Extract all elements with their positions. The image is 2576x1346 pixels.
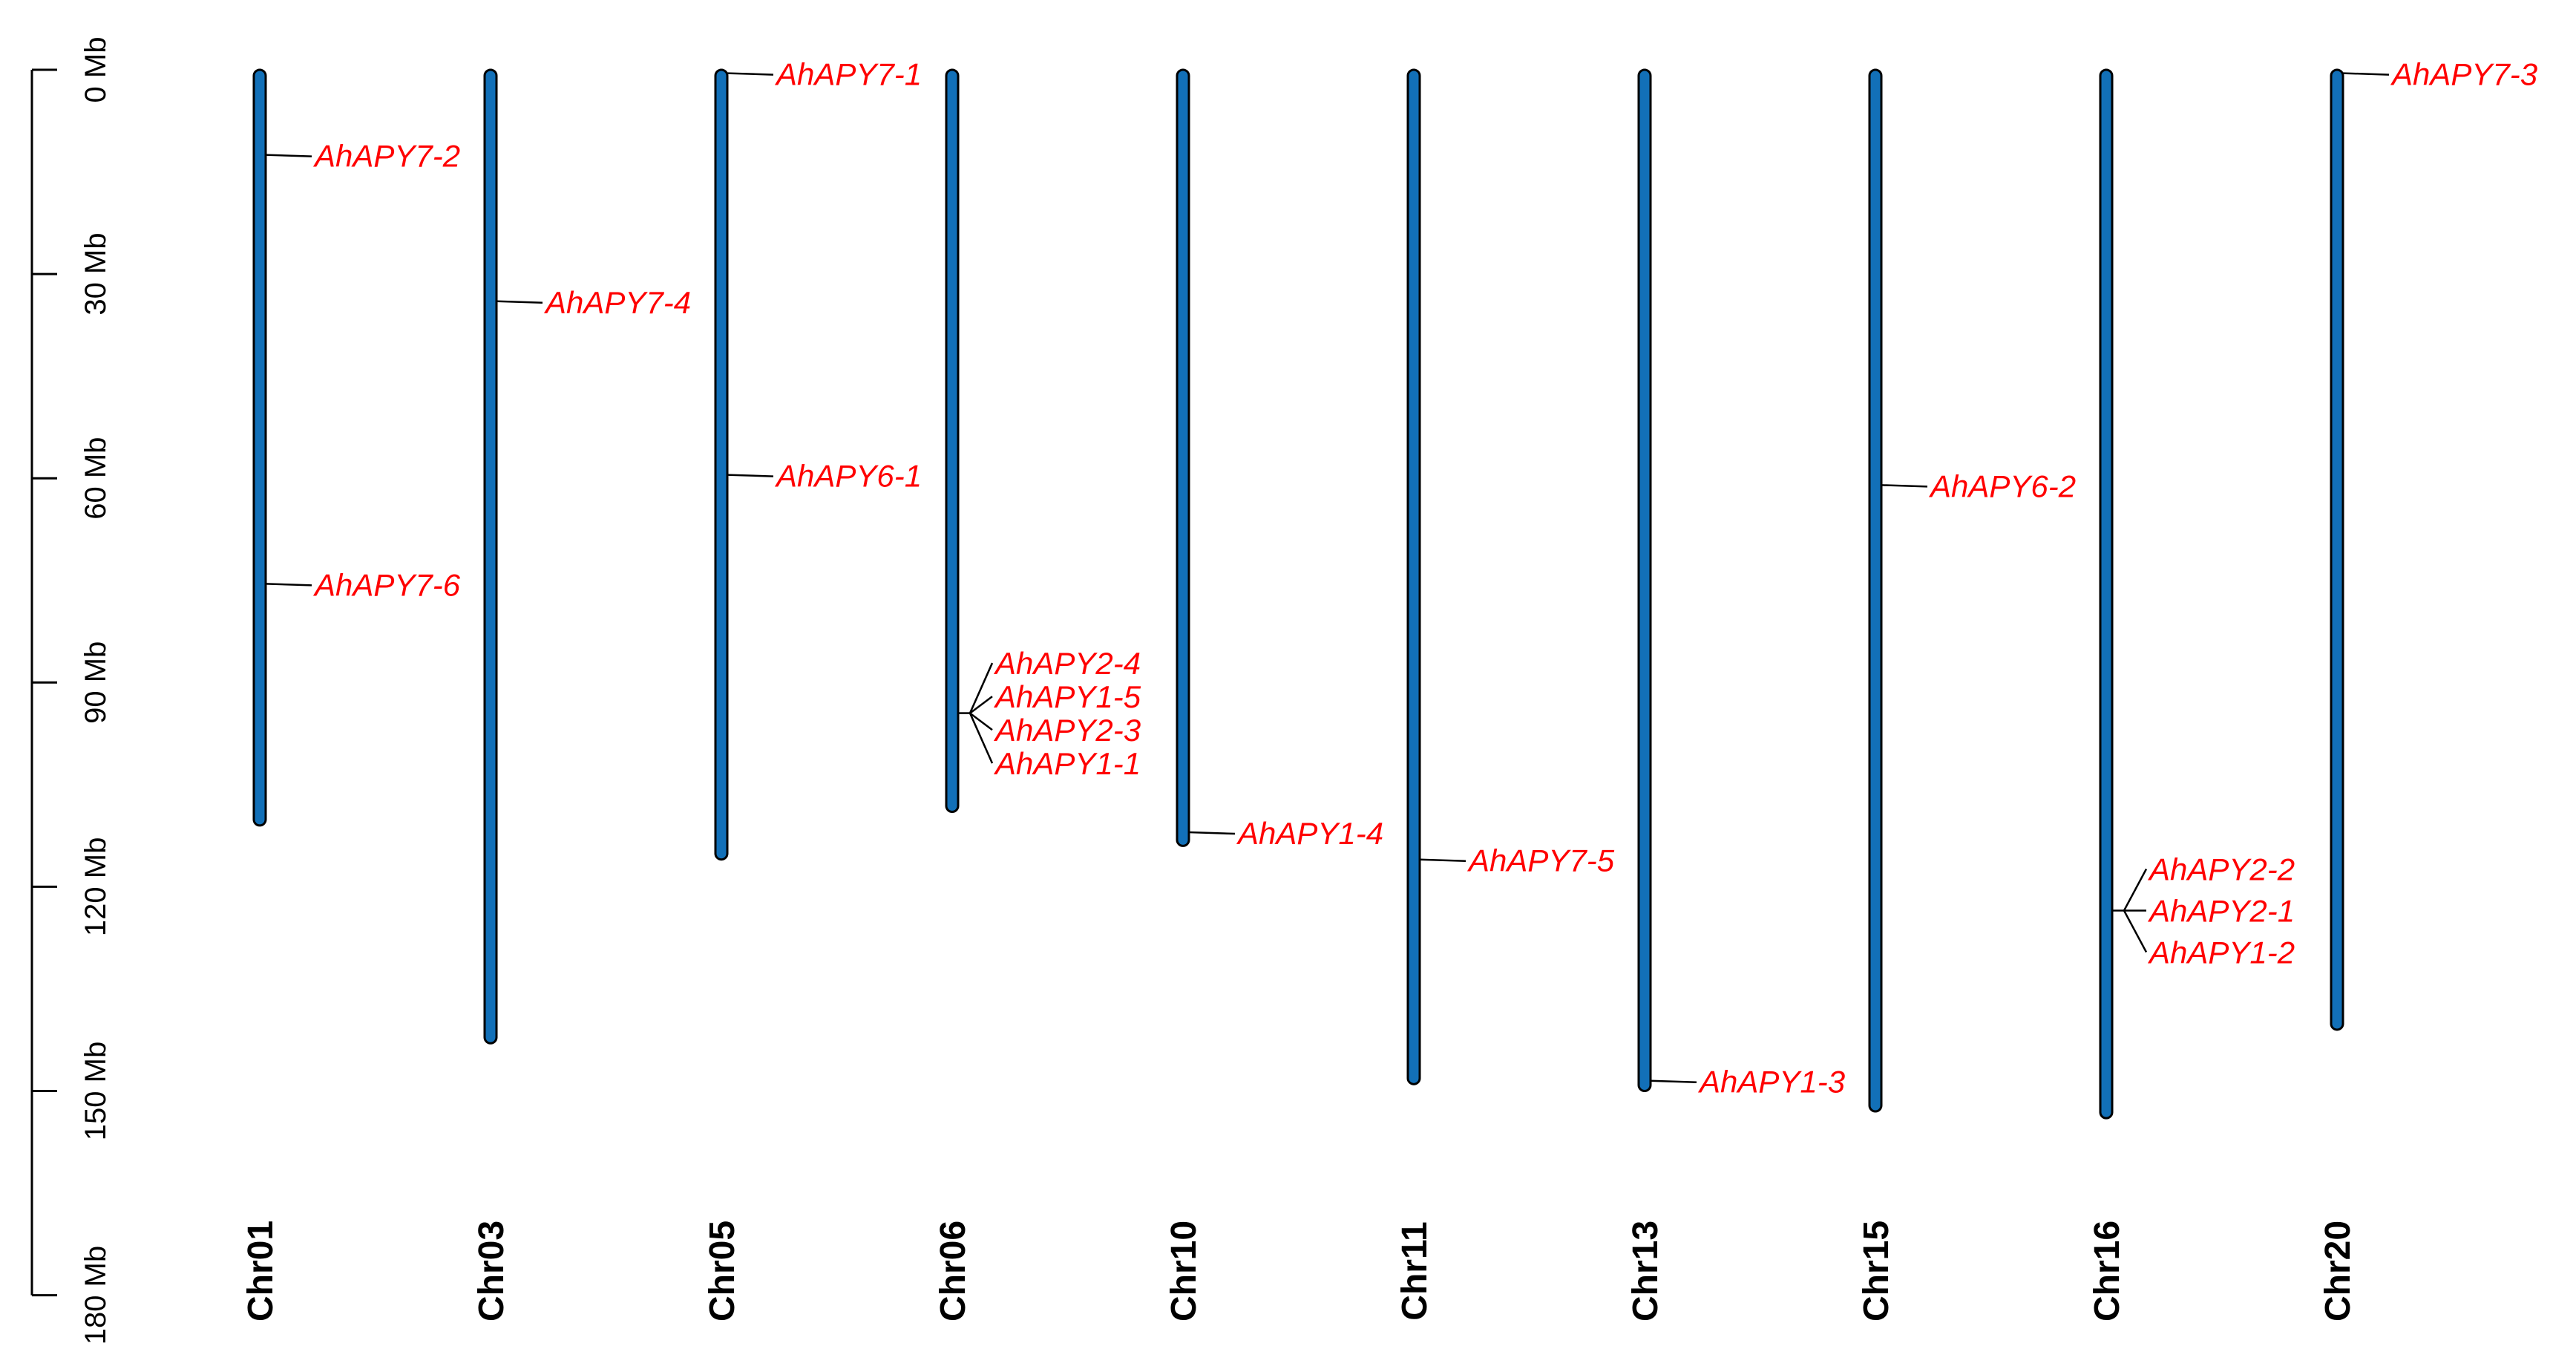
chromosome-bar (1637, 68, 1652, 1092)
gene-leader-line (969, 713, 994, 764)
gene-label: AhAPY7-5 (1466, 843, 1615, 878)
chromosome-bar (2330, 68, 2344, 1031)
chromosome-label: Chr01 (241, 1221, 281, 1322)
gene-label: AhAPY7-1 (774, 57, 922, 92)
chromosome-bar (252, 68, 267, 827)
gene-leader-line (2342, 72, 2390, 76)
gene-label: AhAPY1-5 (993, 679, 1141, 714)
gene-leader-line (2123, 909, 2148, 953)
chromosome-bar (1868, 68, 1883, 1113)
scale-tick-label: 180 Mb (79, 1246, 112, 1345)
gene-leader-line (265, 154, 312, 157)
gene-leader-line (265, 583, 312, 587)
gene-leader-line (969, 662, 994, 714)
scale-tick-label: 90 Mb (79, 641, 112, 724)
chromosome-label: Chr05 (703, 1221, 742, 1322)
scale-tick-label: 120 Mb (79, 837, 112, 936)
gene-label: AhAPY7-2 (312, 139, 460, 174)
gene-label: AhAPY7-6 (312, 567, 461, 602)
gene-leader-line (727, 474, 774, 477)
gene-leader-line (1650, 1079, 1697, 1083)
chromosome-label: Chr16 (2088, 1221, 2127, 1322)
chromosomes: Chr01 AhAPY7-2 AhAPY7-6 Chr03 AhAPY7-4 Chr05 A… (241, 57, 2537, 1322)
gene-label: AhAPY7-4 (543, 285, 691, 320)
chromosome-bar (714, 68, 729, 861)
chromosome-label: Chr10 (1164, 1221, 1204, 1322)
scale-tick-label: 30 Mb (79, 233, 112, 316)
chromosome-bar (1406, 68, 1421, 1085)
scale-bar: 0 Mb 30 Mb 60 Mb 90 Mb 120 Mb 150 Mb 180 Mb (30, 37, 112, 1345)
chromosome-bar (483, 68, 498, 1045)
scale-tick-label: 150 Mb (79, 1042, 112, 1140)
gene-label: AhAPY7-3 (2390, 57, 2537, 92)
chromosome-label: Chr13 (1626, 1221, 1665, 1322)
chromosome-chr01: Chr01 AhAPY7-2 AhAPY7-6 (241, 68, 461, 1322)
chromosome-chr16: Chr16 AhAPY2-2 AhAPY2-1 AhAPY1-2 (2088, 68, 2295, 1322)
chromosome-bar (1176, 68, 1190, 847)
chromosome-chr05: Chr05 AhAPY7-1 AhAPY6-1 (703, 57, 922, 1322)
gene-label: AhAPY1-1 (993, 746, 1141, 781)
gene-label: AhAPY2-4 (993, 646, 1141, 681)
gene-leader-line (969, 712, 993, 731)
gene-label: AhAPY2-2 (2147, 852, 2295, 886)
chromosome-bar (2099, 68, 2114, 1120)
chromosome-chr03: Chr03 AhAPY7-4 (472, 68, 691, 1322)
chromosome-chr10: Chr10 AhAPY1-4 (1164, 68, 1383, 1322)
chromosome-label: Chr20 (2318, 1221, 2358, 1322)
chromosome-label: Chr03 (472, 1221, 511, 1322)
gene-leader-line (496, 300, 543, 304)
chromosome-chr11: Chr11 AhAPY7-5 (1395, 68, 1615, 1321)
chromosome-bar (945, 68, 960, 814)
gene-leader-line (727, 72, 774, 76)
gene-leader-line (969, 696, 993, 714)
gene-label: AhAPY1-2 (2147, 935, 2295, 970)
gene-label: AhAPY6-2 (1928, 468, 2076, 503)
scale-tick-label: 0 Mb (79, 37, 112, 103)
gene-label: AhAPY1-4 (1236, 816, 1383, 851)
chromosome-chr13: Chr13 AhAPY1-3 (1626, 68, 1845, 1322)
gene-leader-line (1419, 858, 1466, 862)
scale-tick-label: 60 Mb (79, 437, 112, 520)
gene-label: AhAPY1-3 (1697, 1065, 1845, 1100)
gene-leader-line (2123, 868, 2148, 912)
chromosome-label: Chr11 (1395, 1221, 1435, 1320)
gene-label: AhAPY6-1 (774, 459, 922, 494)
chromosome-label: Chr06 (934, 1221, 973, 1322)
gene-leader-line (1188, 831, 1236, 835)
gene-leader-line (1881, 484, 1928, 488)
gene-label: AhAPY2-1 (2147, 893, 2295, 928)
gene-label: AhAPY2-3 (993, 713, 1141, 748)
chromosome-chr15: Chr15 AhAPY6-2 (1857, 68, 2076, 1322)
chromosome-label: Chr15 (1857, 1221, 1896, 1322)
chromosome-chr20: Chr20 AhAPY7-3 (2318, 57, 2537, 1322)
